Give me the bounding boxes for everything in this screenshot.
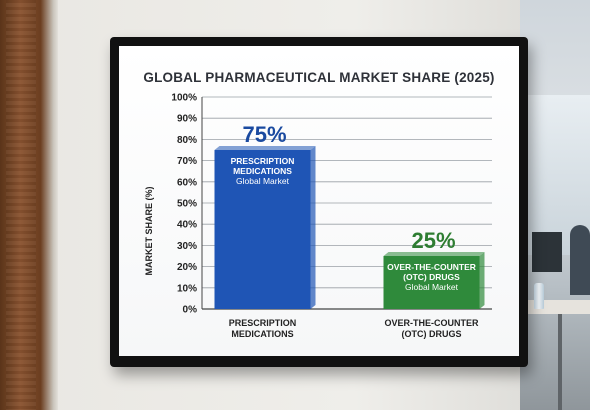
x-category-label: OVER-THE-COUNTER (OTC) DRUGS xyxy=(372,318,492,340)
y-tick-label: 20% xyxy=(177,262,197,273)
office-desk xyxy=(520,300,590,314)
x-category-label-line: OVER-THE-COUNTER xyxy=(384,318,479,328)
bar-top xyxy=(383,252,485,256)
bar-inner-label: (OTC) DRUGS xyxy=(403,272,460,282)
x-category-label-line: MEDICATIONS xyxy=(231,329,294,339)
bar-inner-label: OVER-THE-COUNTER xyxy=(387,262,476,272)
y-tick-label: 100% xyxy=(171,93,197,104)
y-tick-label: 60% xyxy=(177,177,197,188)
bar-chart: 0% 10% 20% 30% 40% 50% 60% 70% 80% 90% 100% 75% PRES… xyxy=(171,93,492,316)
office-background xyxy=(520,0,590,410)
bar-inner-label: MEDICATIONS xyxy=(233,166,292,176)
y-tick-label: 80% xyxy=(177,135,197,146)
desk-leg xyxy=(558,314,562,410)
x-category-label-line: (OTC) DRUGS xyxy=(401,329,462,339)
x-category-label: PRESCRIPTION MEDICATIONS xyxy=(203,318,323,340)
x-category-label-line: PRESCRIPTION xyxy=(228,318,297,328)
y-axis-label: MARKET SHARE (%) xyxy=(144,186,154,276)
bar-inner-sublabel: Global Market xyxy=(405,282,459,292)
y-tick-label: 40% xyxy=(177,220,197,231)
y-tick-label: 10% xyxy=(177,283,197,294)
display-screen: GLOBAL PHARMACEUTICAL MARKET SHARE (2025… xyxy=(119,46,519,356)
bar-top xyxy=(214,146,316,150)
bar-inner-sublabel: Global Market xyxy=(236,176,290,186)
wall-display: GLOBAL PHARMACEUTICAL MARKET SHARE (2025… xyxy=(110,37,528,367)
wooden-door-frame xyxy=(0,0,58,410)
bar-side xyxy=(479,252,485,309)
background-monitor xyxy=(532,232,562,272)
background-person xyxy=(570,225,590,295)
bar-value-label: 25% xyxy=(411,228,455,253)
y-tick-label: 30% xyxy=(177,241,197,252)
bar xyxy=(214,150,311,309)
bar xyxy=(383,256,480,309)
y-tick-label: 70% xyxy=(177,156,197,167)
chart-title: GLOBAL PHARMACEUTICAL MARKET SHARE (2025… xyxy=(143,70,495,85)
bar-value-label: 75% xyxy=(242,122,286,147)
bar-side xyxy=(310,146,316,309)
y-tick-label: 50% xyxy=(177,199,197,210)
y-tick-label: 90% xyxy=(177,114,197,125)
bar-inner-label: PRESCRIPTION xyxy=(231,156,295,166)
y-tick-label: 0% xyxy=(183,305,198,316)
water-bottle xyxy=(534,283,544,309)
